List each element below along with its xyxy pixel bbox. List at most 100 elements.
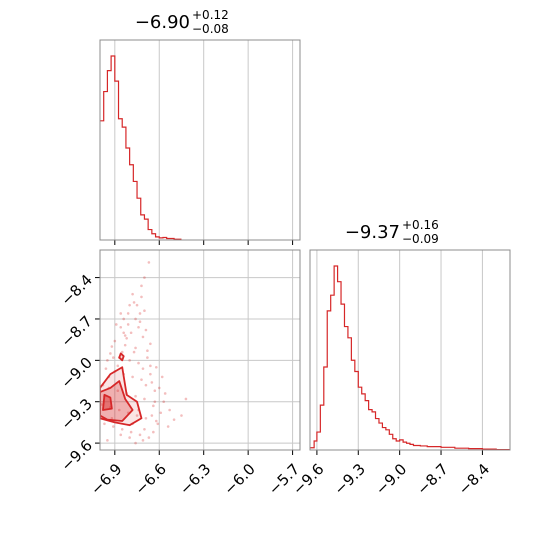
scatter-point-59 — [146, 356, 149, 359]
scatter-ytick-label-0: −8.4 — [58, 271, 96, 309]
scatter-point-51 — [152, 404, 155, 408]
scatter-point-10 — [141, 335, 145, 339]
scatter-point-69 — [125, 336, 128, 340]
scatter-point-71 — [116, 364, 120, 368]
scatter-point-17 — [128, 359, 131, 362]
right-hist-title-minus: −0.09 — [402, 232, 439, 246]
scatter-point-81 — [180, 414, 183, 417]
scatter-point-42 — [120, 428, 124, 431]
scatter-point-44 — [138, 433, 142, 437]
scatter-point-70 — [120, 350, 124, 354]
right-hist-title: −9.37 — [345, 222, 400, 243]
scatter-point-52 — [156, 422, 160, 426]
scatter-point-68 — [134, 317, 137, 321]
scatter-layer — [100, 261, 188, 445]
scatter-point-28 — [116, 389, 120, 392]
scatter-point-24 — [140, 378, 143, 381]
scatter-point-63 — [162, 400, 166, 404]
top-hist-title-plus: +0.12 — [192, 8, 229, 22]
scatter-point-64 — [166, 425, 170, 428]
scatter-point-86 — [138, 312, 142, 315]
top-hist-histogram-steps — [100, 55, 182, 240]
scatter-point-89 — [122, 331, 126, 335]
scatter-point-41 — [112, 425, 115, 428]
scatter-point-3 — [131, 292, 134, 296]
scatter-point-25 — [150, 381, 154, 384]
scatter-point-75 — [143, 428, 146, 431]
scatter-point-1 — [143, 276, 146, 279]
scatter-point-54 — [128, 303, 131, 307]
axes-labels: −6.90 +0.12−0.08−6.9 −6.6 −6.3 −6.0 −5.7−8.4−… — [58, 8, 494, 499]
scatter-point-67 — [143, 309, 146, 312]
scatter-point-19 — [149, 364, 152, 368]
right-hist-xtick-label-2: −9.0 — [372, 460, 410, 498]
scatter-point-43 — [129, 430, 133, 434]
scatter-point-15 — [109, 352, 112, 355]
scatter-point-39 — [154, 419, 158, 423]
scatter-point-96 — [141, 439, 145, 442]
scatter-point-94 — [119, 433, 123, 437]
scatter-ytick-label-1: −8.7 — [58, 312, 96, 350]
right-hist-xtick-label-4: −8.4 — [455, 460, 493, 498]
scatter-point-48 — [132, 350, 136, 354]
scatter-xtick-label-2: −6.3 — [176, 460, 214, 498]
scatter-point-65 — [172, 418, 176, 421]
scatter-point-11 — [113, 339, 117, 343]
plot-data — [100, 55, 510, 451]
scatter-point-97 — [152, 430, 155, 434]
scatter-point-61 — [153, 389, 157, 392]
scatter-frame — [99, 249, 301, 451]
scatter-ytick-label-2: −9.0 — [58, 354, 96, 392]
contour-middle — [100, 380, 134, 422]
scatter-point-83 — [154, 365, 158, 369]
scatter-point-0 — [147, 261, 151, 264]
scatter-point-84 — [149, 342, 152, 346]
scatter-point-82 — [184, 397, 188, 401]
scatter-point-85 — [144, 328, 148, 332]
scatter-point-5 — [126, 312, 130, 315]
scatter-point-13 — [134, 346, 137, 350]
scatter-point-9 — [129, 331, 133, 335]
top-hist-title: −6.90 — [135, 12, 190, 33]
scatter-point-74 — [128, 436, 131, 439]
scatter-point-47 — [123, 334, 127, 337]
contour-island — [118, 352, 125, 362]
scatter-point-18 — [137, 361, 140, 365]
scatter-point-31 — [143, 397, 146, 401]
scatter-point-76 — [150, 414, 154, 417]
right-hist-histogram-steps — [310, 265, 510, 451]
right-hist-frame — [309, 249, 511, 451]
scatter-ytick-label-4: −9.6 — [58, 436, 96, 474]
scatter-point-80 — [168, 408, 171, 412]
right-hist-xtick-label-3: −8.7 — [413, 460, 451, 498]
scatter-point-88 — [126, 323, 130, 326]
scatter-point-95 — [134, 441, 137, 445]
scatter-point-77 — [157, 386, 161, 390]
top-hist-title-minus: −0.08 — [192, 22, 229, 36]
scatter-point-79 — [163, 392, 167, 395]
scatter-point-8 — [119, 325, 123, 329]
scatter-point-50 — [144, 383, 148, 387]
scatter-xtick-label-0: −6.9 — [87, 460, 125, 498]
scatter-point-2 — [140, 284, 143, 288]
scatter-point-4 — [135, 303, 139, 307]
scatter-point-60 — [149, 372, 152, 376]
scatter-point-62 — [159, 411, 163, 415]
scatter-ytick-label-3: −9.3 — [58, 395, 96, 433]
scatter-point-57 — [110, 345, 114, 348]
scatter-point-6 — [122, 317, 126, 321]
axes-frames — [95, 39, 511, 455]
scatter-point-66 — [140, 295, 143, 299]
scatter-point-20 — [104, 367, 108, 370]
contour-inner — [102, 393, 113, 411]
scatter-point-35 — [117, 408, 121, 412]
scatter-point-90 — [112, 356, 115, 359]
right-hist-xtick-label-1: −9.3 — [331, 460, 369, 498]
scatter-point-30 — [134, 394, 137, 398]
scatter-point-87 — [132, 301, 136, 304]
scatter-point-56 — [114, 323, 118, 326]
scatter-point-58 — [106, 359, 109, 362]
scatter-point-12 — [123, 343, 127, 347]
scatter-point-45 — [147, 436, 151, 439]
